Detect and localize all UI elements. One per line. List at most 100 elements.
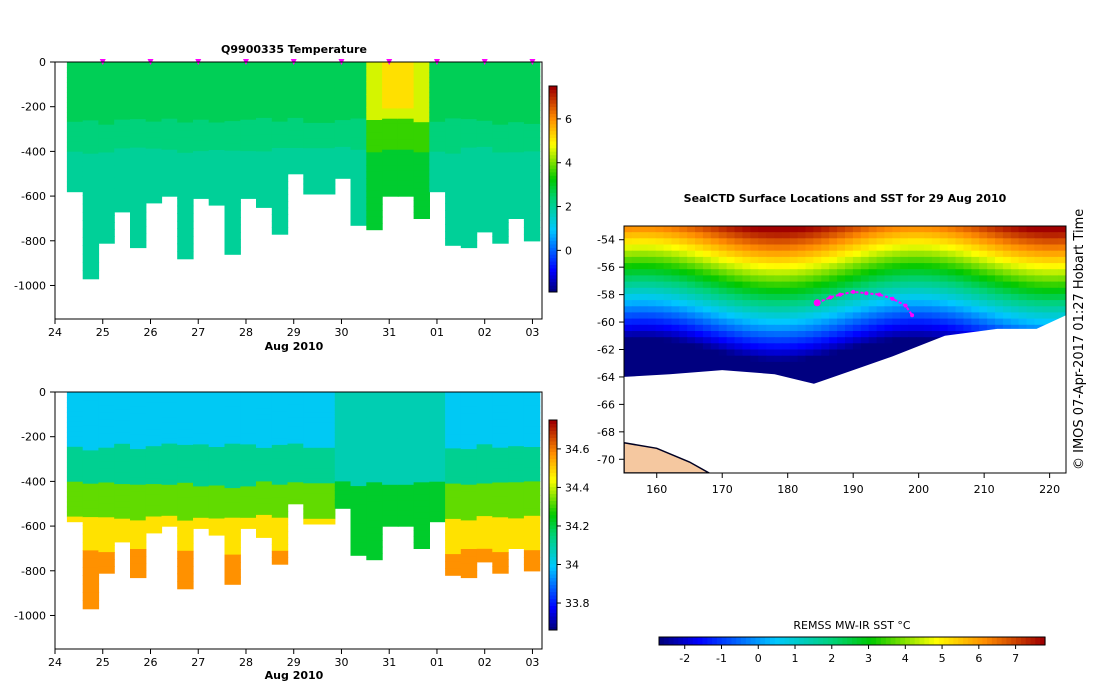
sst-cell [774,355,783,363]
heatmap-cell [476,405,493,413]
heatmap-cell [476,529,493,537]
heatmap-cell [98,180,115,188]
heatmap-cell [334,84,352,90]
sst-cell [679,318,688,326]
heatmap-cell [460,226,478,234]
heatmap-cell [303,82,320,88]
heatmap-cell [177,460,194,469]
heatmap-cell [303,97,320,104]
sst-cell [821,287,830,295]
heatmap-cell [303,102,320,109]
heatmap-cell [382,490,399,496]
heatmap-cell [460,90,478,99]
heatmap-cell [224,414,241,423]
sst-cell [916,300,925,307]
heatmap-cell [445,490,462,499]
sst-cell [750,331,759,338]
sst-cell [750,300,759,307]
heatmap-cell [256,73,273,80]
heatmap-cell [208,408,226,415]
sst-cell [663,300,672,307]
heatmap-cell [130,204,147,213]
x-tick-label: 31 [382,656,396,669]
sst-cell [829,361,838,369]
heatmap-cell [397,108,415,115]
colorbar-segment [549,161,557,166]
heatmap-cell [319,138,336,144]
heatmap-cell [193,161,210,168]
sst-cell [797,306,807,314]
sst-cell [750,287,759,295]
heatmap-cell [161,190,178,197]
sst-cell [805,300,814,307]
sst-cell [671,300,680,307]
heatmap-cell [350,131,367,138]
sst-cell [987,250,996,258]
heatmap-cell [350,517,367,525]
sst-cell [987,263,996,270]
heatmap-cell [193,151,210,157]
heatmap-cell [366,443,383,451]
colorbar-segment [688,637,694,645]
sst-cell [663,238,672,246]
heatmap-cell [445,448,462,456]
sst-cell [758,232,767,239]
heatmap-cell [161,505,178,512]
heatmap-cell [397,397,415,403]
sst-cell [647,275,657,283]
heatmap-cell [114,200,131,207]
sst-cell [766,226,775,233]
heatmap-cell [413,80,430,87]
heatmap-cell [271,75,289,83]
sst-cell [1042,281,1051,289]
sst-cell [1034,281,1043,289]
sst-cell [742,337,751,344]
heatmap-cell [161,118,178,125]
heatmap-cell [303,463,320,469]
sst-cell [758,238,767,246]
sst-cell [1034,306,1043,314]
x-tick-label: 01 [430,326,444,339]
heatmap-cell [476,490,493,498]
heatmap-cell [476,88,493,96]
heatmap-cell [287,79,304,85]
sst-cell [631,331,641,338]
heatmap-cell [145,154,163,161]
heatmap-cell [66,516,84,523]
sst-cell [710,361,720,369]
heatmap-cell [382,87,399,94]
sst-cell [805,361,814,369]
heatmap-cell [98,412,115,421]
heatmap-cell [256,84,273,91]
colorbar-segment [549,507,557,512]
heatmap-cell [208,513,226,520]
heatmap-cell [177,543,194,552]
sst-cell [624,355,633,363]
heatmap-cell [397,67,415,73]
colorbar-tick-label: 6 [975,652,982,665]
heatmap-cell [319,432,336,439]
sst-cell [900,250,909,258]
heatmap-cell [445,132,462,141]
sst-cell [639,331,649,338]
sst-cell [892,269,901,276]
sst-cell [852,232,862,239]
heatmap-cell [224,165,241,174]
sst-cell [766,318,775,326]
heatmap-cell [271,68,289,76]
heatmap-cell [413,434,430,441]
sst-cell [702,256,712,264]
sst-cell [963,281,972,289]
heatmap-cell [271,167,289,176]
heatmap-cell [523,178,541,187]
heatmap-cell [287,490,304,496]
heatmap-cell [271,557,289,565]
colorbar-segment [1040,637,1046,645]
sst-cell [687,293,696,301]
sst-cell [908,331,917,338]
sst-cell [702,275,712,283]
sst-cell [695,324,704,332]
sst-cell [1050,238,1059,246]
colorbar-segment [731,637,737,645]
heatmap-cell [224,539,241,548]
